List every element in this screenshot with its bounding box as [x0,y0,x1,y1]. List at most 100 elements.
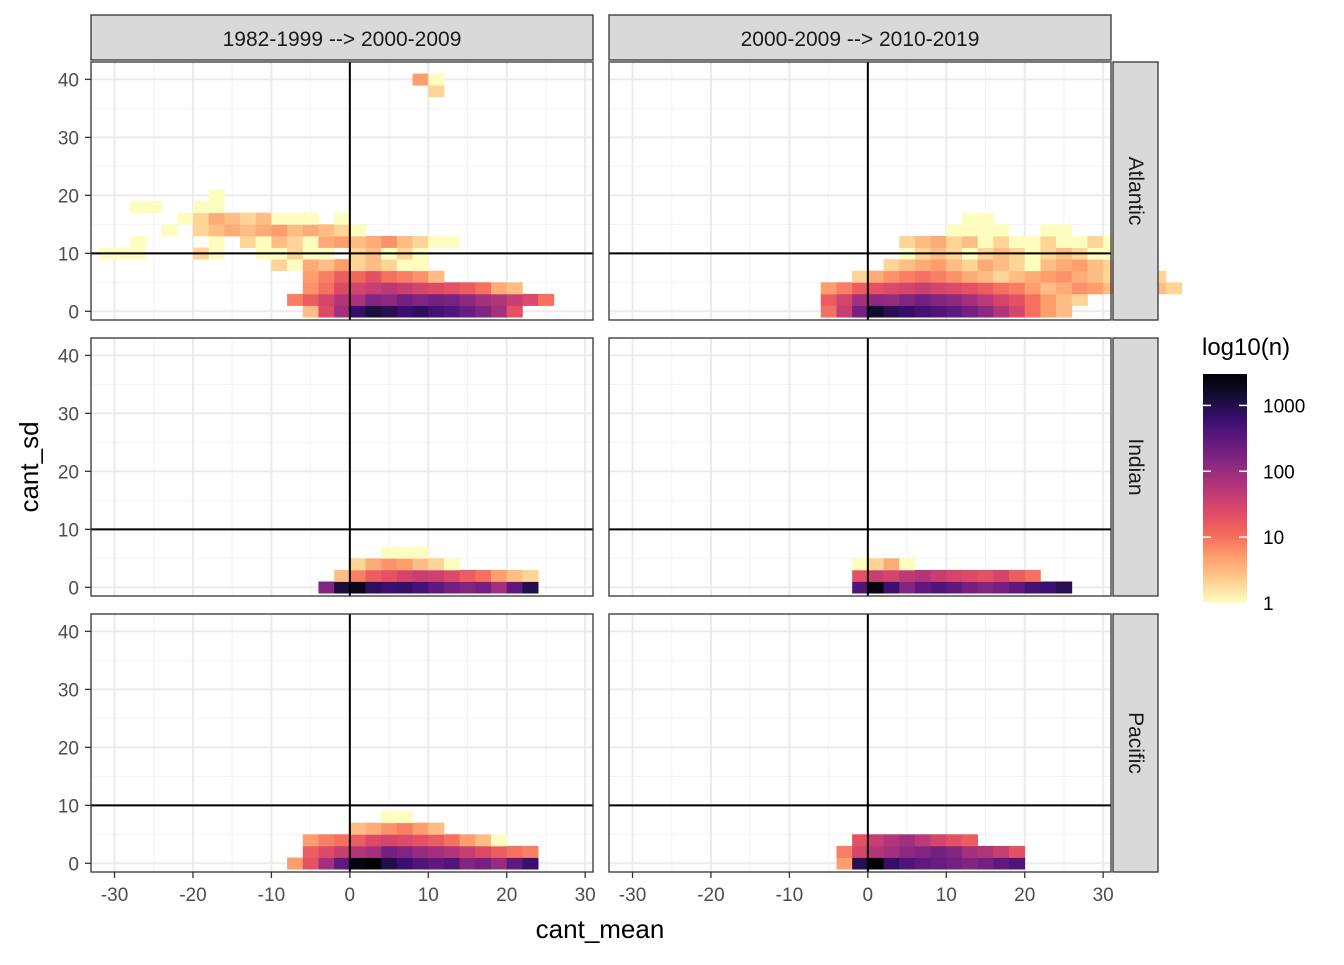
y-tick-label: 10 [58,244,79,265]
heat-tile [443,834,461,847]
heat-tile [914,569,931,582]
x-tick-label: 30 [1093,885,1114,906]
heat-tile [475,282,492,295]
heat-tile [443,857,461,870]
heat-tile [130,235,147,248]
heat-tile [428,235,445,248]
heat-tile [1040,282,1057,295]
heat-tile [946,834,963,847]
heat-tile [396,282,413,295]
panel-pacific-2 [608,613,1112,873]
heat-tile [349,259,366,272]
y-tick-label: 20 [58,738,79,759]
heat-tile [977,270,994,283]
heat-tile [412,293,429,306]
heat-tile [412,845,429,858]
heat-tile [318,834,335,847]
heat-tile [302,834,319,847]
heat-tile [475,834,492,847]
heat-tile [993,293,1010,306]
panel-indian-1 [90,337,594,597]
strip-background [90,14,594,61]
heat-tile [475,581,492,594]
heat-tile [1009,270,1026,283]
heat-tile [977,581,994,594]
y-tick-label: 40 [58,622,79,643]
heat-tile [412,822,429,835]
heat-tile [961,581,979,594]
heat-tile [334,845,351,858]
heat-tile [899,834,916,847]
y-tick-label: 10 [58,796,79,817]
row-strip-label: Indian [1124,438,1147,495]
heat-tile [961,857,979,870]
heat-tile [1009,569,1026,582]
column-strip-label: 1982-1999 --> 2000-2009 [223,28,462,51]
panel-border [90,613,594,873]
panel-border [608,61,1112,321]
heat-tile [852,305,869,318]
y-tick-label: 30 [58,128,79,149]
heat-tile [381,235,398,248]
column-strip-1: 1982-1999 --> 2000-2009 [90,14,594,61]
heat-tile [302,259,319,272]
heat-tile [318,305,335,318]
heat-tile [381,811,398,824]
heat-tile [883,305,900,318]
heat-tile [914,845,931,858]
legend-break-label: 1000 [1263,396,1305,417]
heat-tile [820,293,837,306]
heat-tile [977,224,994,237]
heat-tile [365,581,382,594]
heat-tile [302,212,319,225]
heat-tile [836,845,853,858]
y-tick-label: 30 [58,680,79,701]
panel-pacific-1 [90,613,594,873]
heat-tile [334,259,351,272]
column-strip-2: 2000-2009 --> 2010-2019 [608,14,1112,61]
y-tick-label: 30 [58,404,79,425]
heat-tile [491,581,508,594]
heat-tile [396,834,413,847]
heat-tile [443,845,461,858]
y-tick-label: 10 [58,520,79,541]
heat-tile [1040,293,1057,306]
heat-tile [302,282,319,295]
heat-tile [381,293,398,306]
heat-tile [271,259,288,272]
y-tick-label: 40 [58,70,79,91]
heat-tile [1056,224,1073,237]
heat-tile [1009,293,1026,306]
heat-tile [396,305,413,318]
heat-tile [412,235,429,248]
heat-tile [428,857,445,870]
heat-tile [867,282,884,295]
heat-tile [318,270,335,283]
heat-tile [1024,270,1041,283]
heat-tile [506,569,523,582]
legend-break-label: 1 [1263,594,1274,615]
heat-tile [961,282,979,295]
heat-tile [428,845,445,858]
heat-tile [287,212,304,225]
panel-indian-2 [608,337,1112,597]
heat-tile [334,235,351,248]
heat-tile [1040,305,1057,318]
heat-tile [899,235,916,248]
heat-tile [396,811,413,824]
heat-tile [899,581,916,594]
heat-tile [961,270,979,283]
heat-tile [961,293,979,306]
heat-tile [365,845,382,858]
heat-tile [381,558,398,571]
heat-tile [365,857,382,870]
heat-tile [946,270,963,283]
x-tick-label: 30 [575,885,596,906]
heat-tile [318,235,335,248]
heat-tile [192,201,210,214]
heat-tile [318,224,335,237]
x-tick-label: 20 [496,885,517,906]
heat-tile [365,822,382,835]
heat-tile [1040,270,1057,283]
heat-tile [883,259,900,272]
